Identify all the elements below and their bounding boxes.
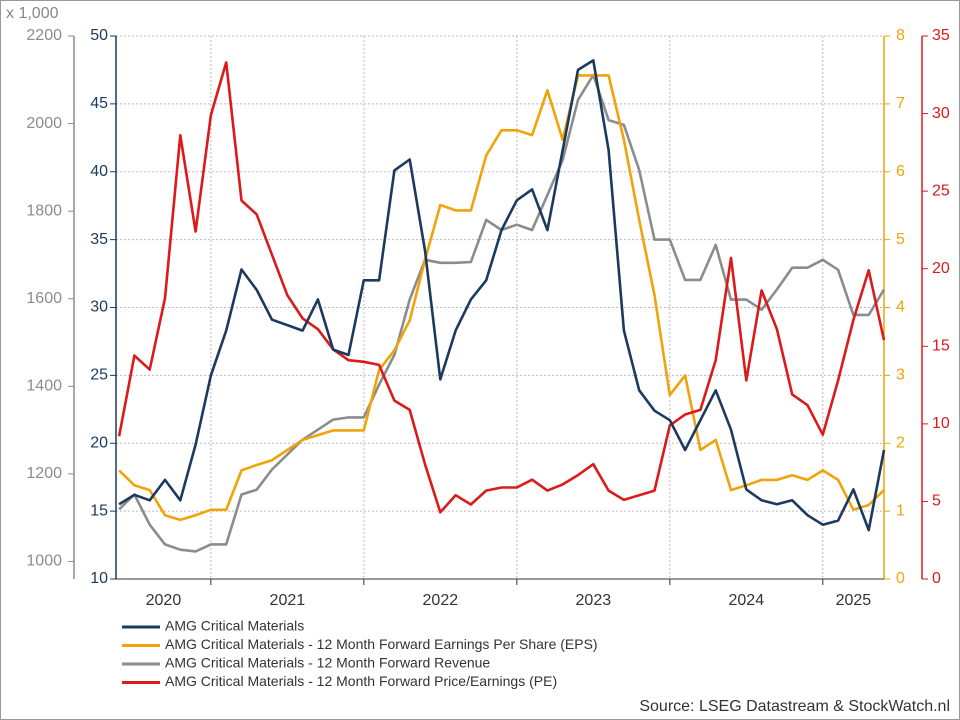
- y-tick-label: 3: [896, 367, 905, 384]
- y-tick-label: 2: [896, 434, 905, 451]
- y-tick-label: 35: [932, 27, 950, 44]
- y-tick-label: 1600: [26, 290, 62, 307]
- y-tick-label: 2200: [26, 27, 62, 44]
- legend-label: AMG Critical Materials - 12 Month Forwar…: [165, 673, 557, 689]
- y-tick-label: 10: [932, 415, 950, 432]
- y-tick-label: 15: [90, 502, 108, 519]
- legend-label: AMG Critical Materials: [165, 618, 304, 634]
- y-tick-label: 40: [90, 163, 108, 180]
- y-tick-label: 30: [90, 299, 108, 316]
- x-tick-label: 2022: [423, 592, 459, 609]
- y-tick-label: 25: [90, 367, 108, 384]
- y-tick-label: 1000: [26, 553, 62, 570]
- y-tick-label: 50: [90, 27, 108, 44]
- x-tick-label: 2023: [576, 592, 612, 609]
- y2-axis-unit: x 1,000: [6, 5, 59, 22]
- y-tick-label: 20: [932, 260, 950, 277]
- y-tick-label: 15: [932, 338, 950, 355]
- y-tick-label: 6: [896, 163, 905, 180]
- legend: AMG Critical Materials AMG Critical Mater…: [122, 618, 598, 689]
- series-line: [117, 61, 886, 514]
- x-tick-label: 2024: [729, 592, 765, 609]
- y-tick-label: 5: [932, 493, 941, 510]
- x-tick-label: 2025: [836, 592, 872, 609]
- y-tick-label: 20: [90, 434, 108, 451]
- legend-label: AMG Critical Materials - 12 Month Forwar…: [165, 636, 598, 652]
- y-tick-label: 1400: [26, 378, 62, 395]
- series-line: [118, 74, 885, 522]
- series-line: [118, 59, 886, 532]
- y-tick-label: 0: [932, 570, 941, 587]
- y-tick-label: 7: [896, 95, 905, 112]
- y-tick-label: 1200: [26, 465, 62, 482]
- legend-label: AMG Critical Materials - 12 Month Forwar…: [165, 655, 490, 671]
- y-tick-label: 35: [90, 231, 108, 248]
- y-tick-label: 0: [896, 570, 905, 587]
- y-tick-label: 4: [896, 299, 905, 316]
- y-tick-label: 8: [896, 27, 905, 44]
- x-tick-label: 2020: [146, 592, 182, 609]
- source: Source: LSEG Datastream & StockWatch.nl: [639, 698, 950, 715]
- y-tick-label: 1800: [26, 202, 62, 219]
- y-tick-label: 30: [932, 105, 950, 122]
- y-tick-label: 2000: [26, 115, 62, 132]
- y-tick-label: 45: [90, 95, 108, 112]
- x-tick-label: 2021: [270, 592, 306, 609]
- y-tick-label: 10: [90, 570, 108, 587]
- y-tick-label: 1: [896, 502, 905, 519]
- y-tick-label: 5: [896, 231, 905, 248]
- y-tick-label: 25: [932, 182, 950, 199]
